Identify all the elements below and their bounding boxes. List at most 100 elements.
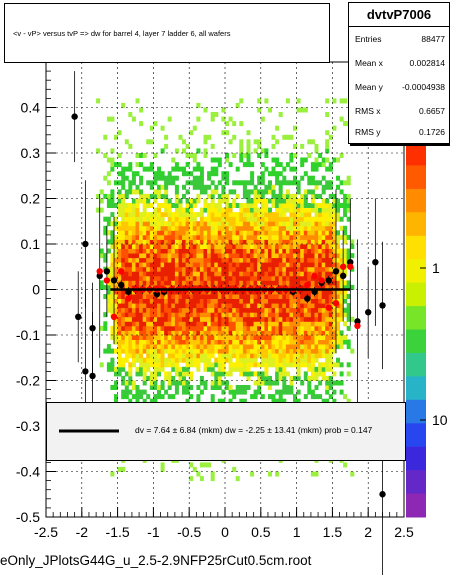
heat-cell xyxy=(278,266,283,272)
heat-cell xyxy=(135,321,140,327)
heat-cell xyxy=(182,389,186,395)
heat-cell xyxy=(99,325,104,331)
heat-cell xyxy=(171,221,176,227)
heat-cell xyxy=(160,344,165,350)
heat-cell xyxy=(300,275,305,281)
heat-cell xyxy=(303,371,308,377)
color-scale-cell xyxy=(406,446,426,471)
heat-cell xyxy=(157,175,161,181)
heat-cell xyxy=(310,280,315,286)
heat-cell xyxy=(164,143,169,149)
heat-cell xyxy=(196,280,201,286)
red-point xyxy=(347,263,354,270)
heat-cell xyxy=(293,125,297,131)
heat-cell xyxy=(131,357,136,363)
heat-cell xyxy=(257,371,262,377)
heat-cell xyxy=(142,216,147,222)
heat-cell xyxy=(214,244,219,249)
heat-cell xyxy=(278,248,283,254)
heat-cell xyxy=(117,294,122,299)
heat-cell xyxy=(217,207,222,213)
heat-cell xyxy=(167,244,172,249)
heat-cell xyxy=(285,321,290,327)
heat-cell xyxy=(199,298,204,304)
red-point xyxy=(103,277,111,284)
heat-cell xyxy=(346,203,351,208)
heat-cell xyxy=(149,139,154,145)
heat-cell xyxy=(278,184,283,190)
x-tick-label: -2 xyxy=(76,524,89,540)
heat-cell xyxy=(124,248,129,254)
heat-cell xyxy=(235,216,240,222)
heat-cell xyxy=(135,294,140,299)
heat-cell xyxy=(131,225,136,231)
heat-cell xyxy=(164,266,169,272)
heat-cell xyxy=(174,325,179,331)
heat-cell xyxy=(260,171,265,177)
heat-cell xyxy=(142,371,147,377)
heat-cell xyxy=(271,335,276,340)
heat-cell xyxy=(268,271,272,277)
heat-cell xyxy=(268,394,272,400)
heat-cell xyxy=(157,184,161,190)
heat-cell xyxy=(124,216,129,222)
heat-cell xyxy=(246,353,251,359)
heat-cell xyxy=(153,348,158,354)
heat-cell xyxy=(242,234,247,240)
heat-cell xyxy=(328,230,333,236)
heat-cell xyxy=(221,253,226,259)
heat-cell xyxy=(182,266,186,272)
heat-cell xyxy=(325,271,330,277)
heat-cell xyxy=(318,366,323,372)
heat-cell xyxy=(278,398,283,404)
color-scale-cell xyxy=(406,470,426,494)
heat-cell xyxy=(232,253,237,259)
heat-cell xyxy=(314,385,319,390)
heat-cell xyxy=(164,184,169,190)
heat-cell xyxy=(282,316,287,322)
heat-cell xyxy=(282,357,287,363)
heat-cell xyxy=(203,225,208,231)
heat-cell xyxy=(124,225,129,231)
heat-cell xyxy=(289,212,294,218)
heat-cell xyxy=(260,371,265,377)
heat-cell xyxy=(246,280,251,286)
heat-cell xyxy=(142,398,147,404)
heat-cell xyxy=(203,184,208,190)
heat-cell xyxy=(167,321,172,327)
heat-cell xyxy=(250,175,255,181)
heat-cell xyxy=(321,298,326,304)
heat-cell xyxy=(174,312,179,318)
heat-cell xyxy=(210,180,215,186)
heat-cell xyxy=(310,335,315,340)
heat-cell xyxy=(275,157,280,163)
heat-cell xyxy=(117,198,122,204)
heat-cell xyxy=(153,321,158,327)
heat-cell xyxy=(325,262,330,268)
heat-cell xyxy=(285,389,290,395)
heat-cell xyxy=(139,234,144,240)
heat-cell xyxy=(196,198,201,204)
heat-cell xyxy=(310,216,315,222)
heat-cell xyxy=(275,244,280,249)
heat-cell xyxy=(103,348,108,354)
heat-cell xyxy=(182,316,186,322)
heat-cell xyxy=(182,248,186,254)
heat-cell xyxy=(246,330,251,336)
heat-cell xyxy=(124,253,129,259)
heat-cell xyxy=(146,266,151,272)
heat-cell xyxy=(135,289,140,295)
heat-cell xyxy=(260,294,265,299)
heat-cell xyxy=(232,271,237,277)
heat-cell xyxy=(153,262,158,268)
heat-cell xyxy=(296,262,301,268)
heat-cell xyxy=(293,344,297,350)
heat-cell xyxy=(239,153,244,158)
heat-cell xyxy=(210,275,215,281)
heat-cell xyxy=(114,325,118,331)
heat-cell xyxy=(271,380,276,386)
heat-cell xyxy=(207,307,212,313)
heat-cell xyxy=(257,198,262,204)
heat-cell xyxy=(271,280,276,286)
heat-cell xyxy=(131,216,136,222)
